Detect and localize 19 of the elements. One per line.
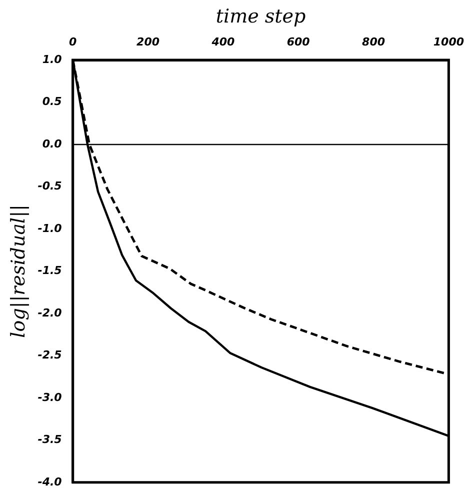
x-axis-title: time step [216,5,306,28]
y-tick-label: -4.0 [38,475,62,488]
y-tick-label: -2.0 [38,306,62,320]
y-tick-label: -3.0 [38,390,62,404]
x-tick-label: 0 [69,35,78,48]
x-tick-label: 1000 [433,35,464,48]
y-tick-label: 0.5 [42,95,62,108]
x-tick-label: 600 [286,35,310,48]
x-tick-label: 200 [136,35,160,48]
y-tick-label: 1.0 [42,52,62,66]
y-tick-label: -3.5 [38,433,62,446]
y-tick-label: -0.5 [38,180,62,193]
y-tick-label: -1.0 [38,222,62,235]
y-tick-label: -1.5 [38,264,62,278]
y-tick-label: -2.5 [38,348,62,362]
x-tick-label: 800 [362,35,386,48]
y-axis-title: log||residual|| [7,204,30,338]
x-tick-label: 400 [210,35,236,48]
y-tick-label: 0.0 [42,137,62,150]
